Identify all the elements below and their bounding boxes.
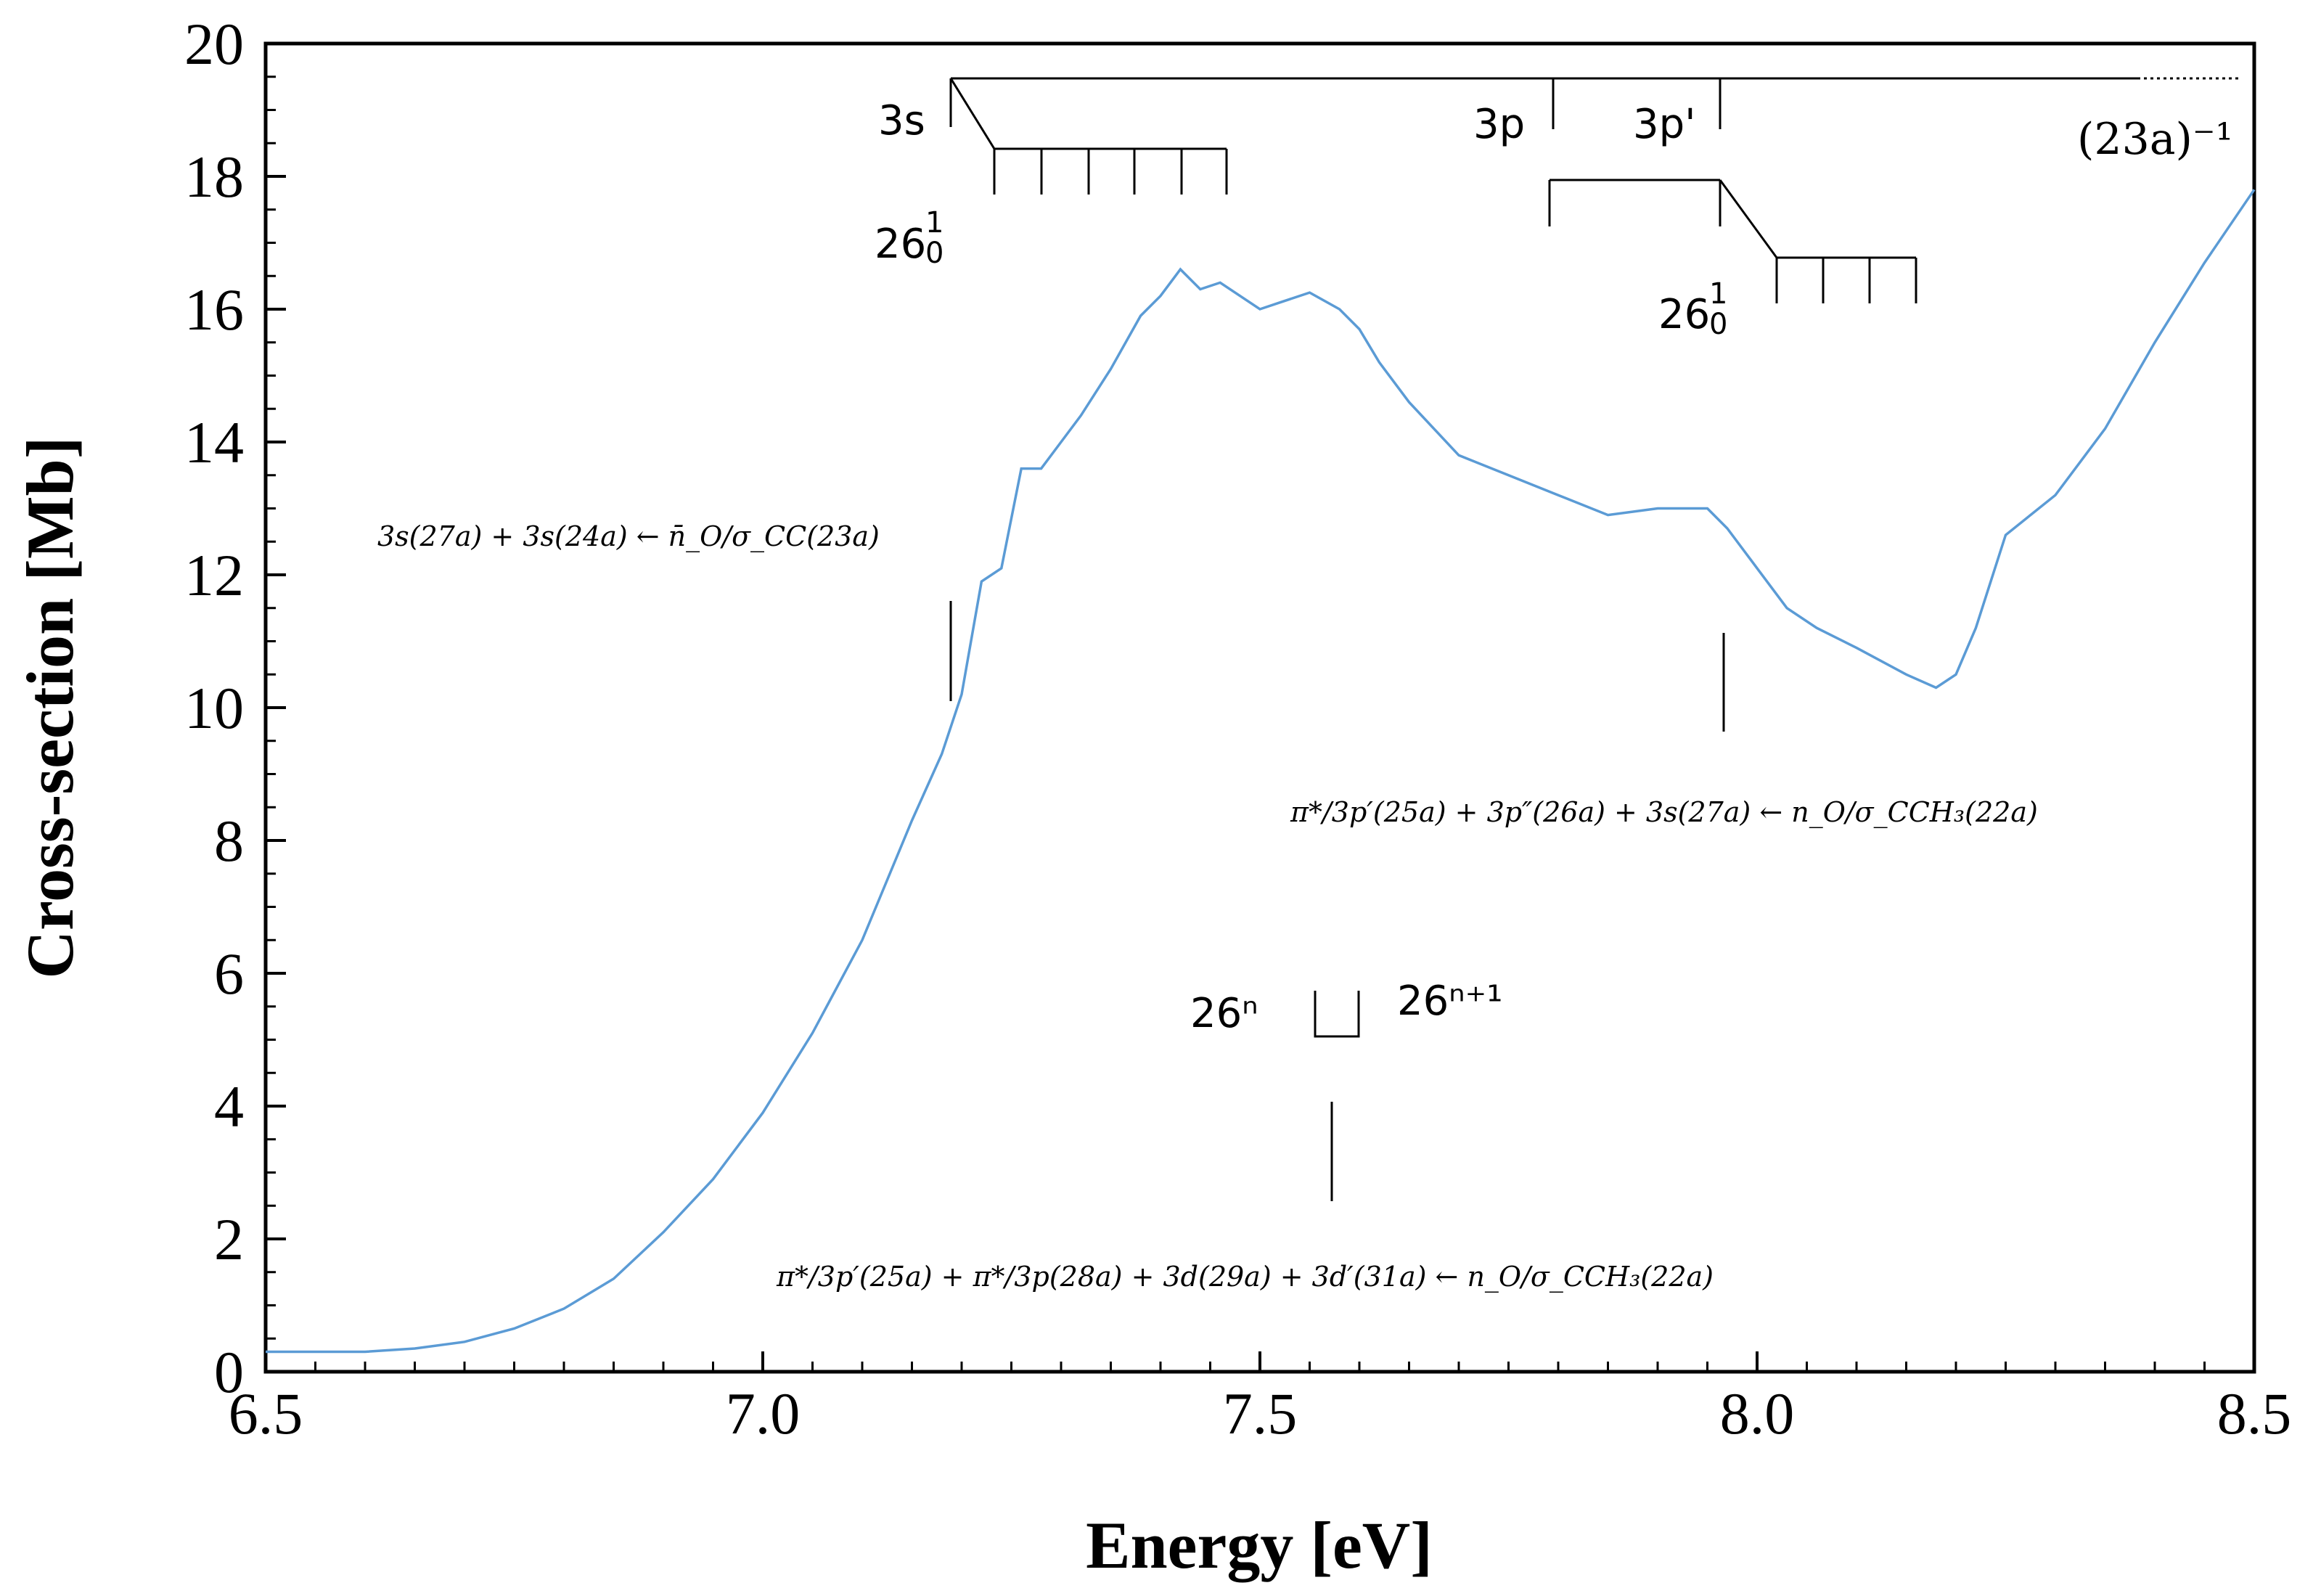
y-tick-label: 6 bbox=[214, 941, 244, 1007]
x-tick-label: 8.0 bbox=[1720, 1380, 1795, 1446]
transition-1-label: 3s(27a) + 3s(24a) ← n̄_O/σ_CC(23a) bbox=[377, 520, 880, 553]
vib-sup: 1 bbox=[925, 206, 943, 240]
vib-base: 26 bbox=[875, 221, 926, 268]
transition-3-label: π*/3p′(25a) + π*/3p(28a) + 3d(29a) + 3d′… bbox=[776, 1261, 1714, 1293]
y-tick-label: 0 bbox=[214, 1339, 244, 1405]
label-3pp: 3p' bbox=[1633, 101, 1696, 148]
y-tick-label: 8 bbox=[214, 808, 244, 874]
major-ticks bbox=[264, 42, 2256, 1373]
vib-base: 26 bbox=[1658, 291, 1710, 338]
legend-right-label: 26ⁿ⁺¹ bbox=[1397, 978, 1503, 1025]
y-tick-label: 18 bbox=[184, 144, 244, 210]
x-tick-label: 6.5 bbox=[229, 1380, 303, 1446]
y-tick-label: 4 bbox=[214, 1073, 244, 1139]
x-tick-labels: 6.5 7.0 7.5 8.0 8.5 bbox=[229, 1380, 2292, 1446]
vib-sub: 0 bbox=[925, 237, 943, 270]
minor-ticks bbox=[266, 75, 2206, 1372]
y-tick-label: 10 bbox=[184, 675, 244, 741]
y-tick-label: 12 bbox=[184, 542, 244, 608]
y-tick-label: 20 bbox=[184, 11, 244, 77]
progression-3p: 3p 3p' 26 1 0 bbox=[1473, 101, 1917, 341]
y-tick-label: 14 bbox=[184, 409, 244, 475]
x-tick-label: 8.5 bbox=[2217, 1380, 2292, 1446]
vib-label-3s: 26 1 0 bbox=[875, 206, 943, 270]
ion-limit-label: (23a)⁻¹ bbox=[2077, 114, 2233, 165]
transition-annotation-1: 3s(27a) + 3s(24a) ← n̄_O/σ_CC(23a) bbox=[377, 520, 952, 701]
transition-annotation-2: π*/3p′(25a) + 3p″(26a) + 3s(27a) ← n_O/σ… bbox=[1290, 633, 2038, 829]
y-axis-title: Cross-section [Mb] bbox=[13, 437, 87, 979]
label-3p: 3p bbox=[1473, 101, 1525, 148]
connector-3p bbox=[1719, 179, 1778, 258]
vibration-legend: 26ⁿ 26ⁿ⁺¹ bbox=[1190, 978, 1503, 1038]
vib-sup: 1 bbox=[1709, 277, 1727, 311]
transition-annotation-3: π*/3p′(25a) + π*/3p(28a) + 3d(29a) + 3d′… bbox=[776, 1102, 1714, 1293]
data-series-line bbox=[266, 189, 2256, 1354]
x-tick-label: 7.0 bbox=[726, 1380, 801, 1446]
vib-label-3p: 26 1 0 bbox=[1658, 277, 1727, 341]
x-tick-label: 7.5 bbox=[1223, 1380, 1298, 1446]
transition-2-label: π*/3p′(25a) + 3p″(26a) + 3s(27a) ← n_O/σ… bbox=[1290, 796, 2038, 829]
connector-3s bbox=[949, 78, 996, 150]
legend-bracket bbox=[1314, 991, 1360, 1038]
label-3s: 3s bbox=[878, 97, 925, 144]
y-tick-label: 16 bbox=[184, 277, 244, 343]
x-axis-title: Energy [eV] bbox=[1086, 1508, 1433, 1582]
ionization-limit-annotation: (23a)⁻¹ bbox=[949, 77, 2239, 165]
y-tick-label: 2 bbox=[214, 1206, 244, 1272]
legend-left-label: 26ⁿ bbox=[1190, 990, 1258, 1037]
vib-sub: 0 bbox=[1709, 308, 1727, 341]
progression-3s: 3s 26 1 0 bbox=[875, 78, 1228, 270]
y-tick-labels: 0 2 4 6 8 10 12 14 16 18 20 bbox=[184, 11, 244, 1405]
